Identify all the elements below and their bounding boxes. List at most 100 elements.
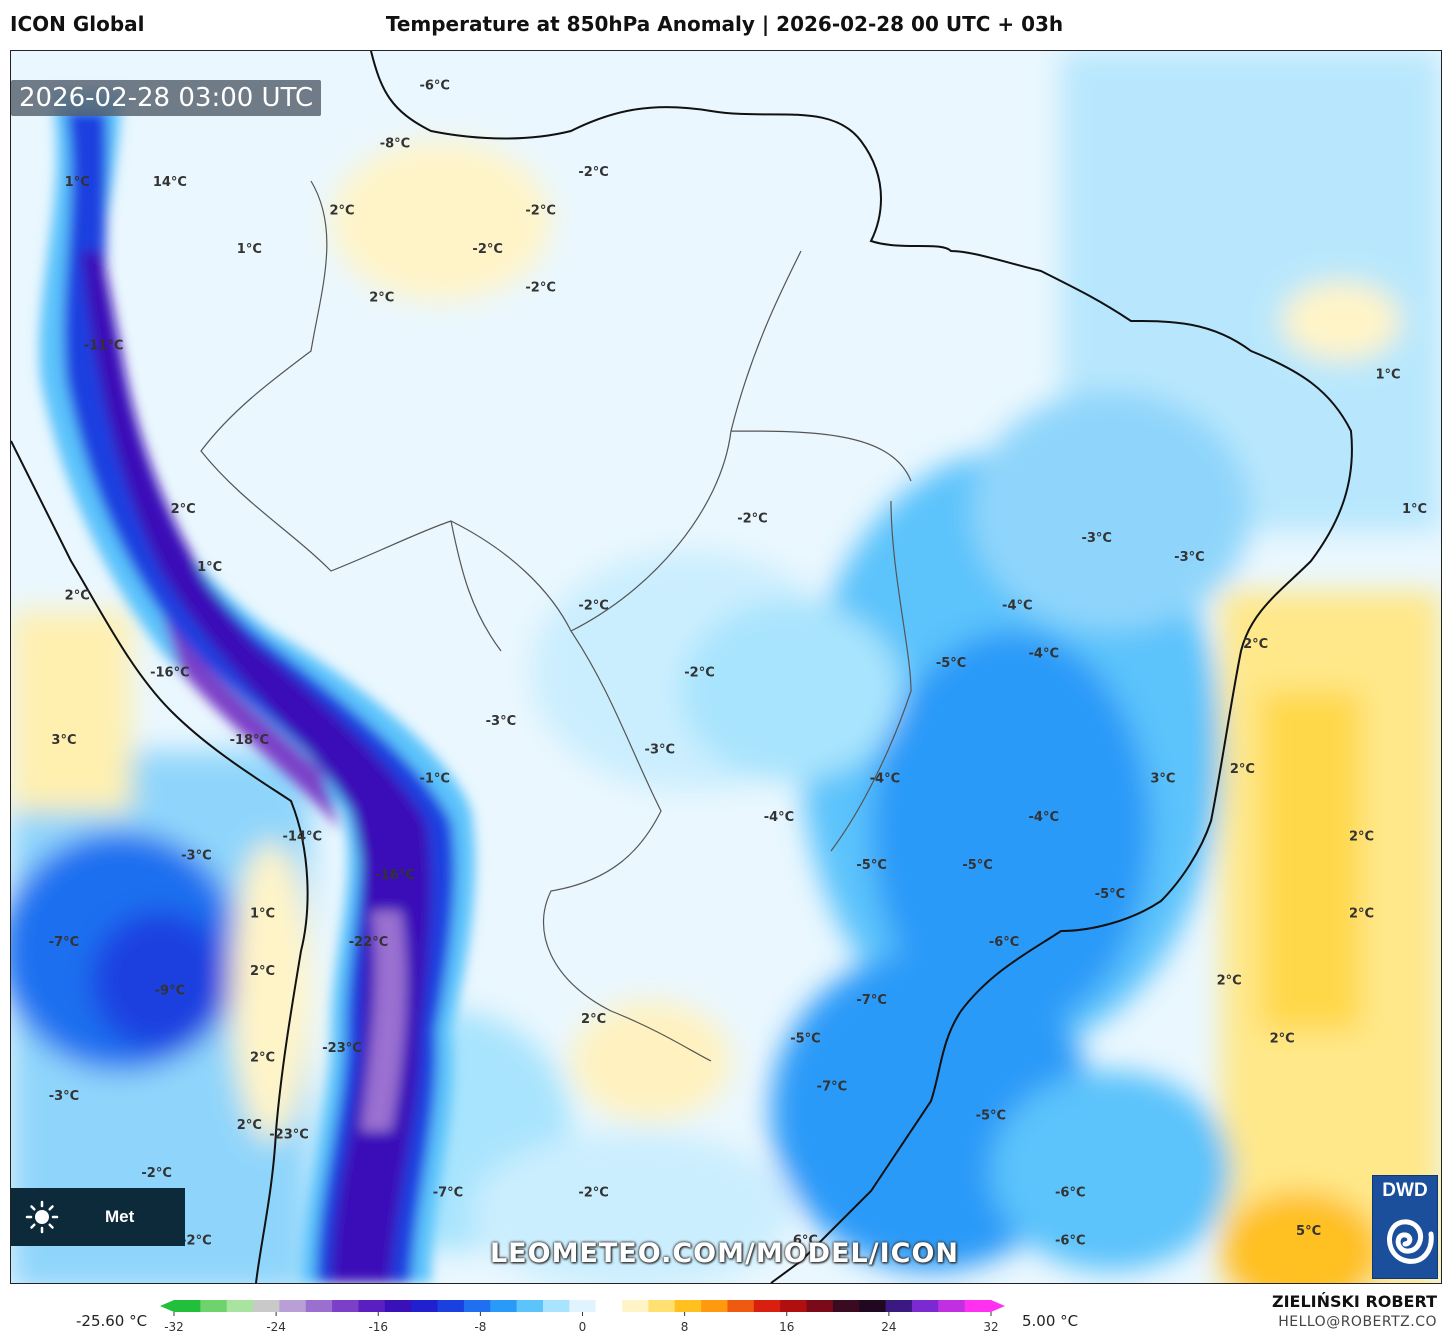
anomaly-label: 3°C xyxy=(1150,772,1175,787)
map-title: Temperature at 850hPa Anomaly | 2026-02-… xyxy=(385,12,1064,36)
anomaly-label: -2°C xyxy=(684,666,714,681)
anomaly-label: 2°C xyxy=(171,502,196,517)
leometeo-logo-text: Met xyxy=(105,1207,135,1226)
colorbar-segment xyxy=(463,1300,491,1312)
anomaly-label: 2°C xyxy=(1349,829,1374,844)
map-canvas[interactable]: -6°C -8°C 1°C 14°C 2°C 1°C -2°C -2°C -2°C 2°C -2°C… xyxy=(10,50,1442,1284)
colorbar-tick-label: 16 xyxy=(779,1320,794,1334)
coastline xyxy=(11,51,1353,1283)
colorbar-segment xyxy=(516,1300,544,1312)
colorbar-segment xyxy=(648,1300,676,1312)
anomaly-field xyxy=(11,51,1441,1283)
spiral-icon xyxy=(1387,1219,1434,1264)
colorbar-segment xyxy=(226,1300,254,1312)
anomaly-label: -18°C xyxy=(230,733,270,748)
colorbar-segment xyxy=(938,1300,966,1312)
anomaly-label: -5°C xyxy=(856,858,886,873)
anomaly-label: -3°C xyxy=(645,743,675,758)
anomaly-label: -4°C xyxy=(764,810,794,825)
anomaly-label: -16°C xyxy=(150,666,190,681)
anomaly-label: 1°C xyxy=(65,175,90,190)
colorbar-tick-label: 32 xyxy=(983,1320,998,1334)
colorbar-segment xyxy=(200,1300,228,1312)
colorbar-tick-label: -32 xyxy=(164,1320,184,1334)
colorbar-max-arrow xyxy=(991,1300,1005,1312)
colorbar-segment xyxy=(411,1300,439,1312)
map-svg: -6°C -8°C 1°C 14°C 2°C 1°C -2°C -2°C -2°C 2°C -2°C… xyxy=(11,51,1441,1283)
colorbar-segment xyxy=(859,1300,887,1312)
anomaly-label: -2°C xyxy=(141,1166,171,1181)
anomaly-label: -5°C xyxy=(962,858,992,873)
colorbar-segment xyxy=(542,1300,570,1312)
colorbar-segment xyxy=(885,1300,913,1312)
anomaly-label: -2°C xyxy=(737,512,767,527)
anomaly-label: -7°C xyxy=(49,935,79,950)
dwd-logo-text: DWD xyxy=(1382,1180,1428,1201)
colorbar: -32 -24 -16 -8 0 8 16 24 32 xyxy=(160,1300,1005,1334)
anomaly-label: 14°C xyxy=(153,175,187,190)
colorbar-segment xyxy=(595,1300,623,1312)
author-email[interactable]: HELLO@ROBERTZ.CO xyxy=(1278,1314,1437,1330)
timestamp-badge: 2026-02-28 03:00 UTC xyxy=(11,80,322,116)
anomaly-label: 1°C xyxy=(1402,502,1427,517)
anomaly-label: -3°C xyxy=(1174,550,1204,565)
anomaly-label: -5°C xyxy=(976,1108,1006,1123)
anomaly-label: -2°C xyxy=(578,165,608,180)
anomaly-label: -9°C xyxy=(155,983,185,998)
watermark: LEOMETEO.COM/MODEL/ICON xyxy=(489,1238,960,1269)
dwd-logo: DWD xyxy=(1372,1175,1438,1279)
legend-min-label: -25.60 °C xyxy=(76,1312,148,1330)
anomaly-label: -5°C xyxy=(936,656,966,671)
anomaly-label: 1°C xyxy=(197,560,222,575)
colorbar-segment xyxy=(780,1300,808,1312)
anomaly-label: -7°C xyxy=(856,993,886,1008)
anomaly-label: 2°C xyxy=(250,964,275,979)
anomaly-label: -2°C xyxy=(578,598,608,613)
colorbar-segment xyxy=(622,1300,649,1312)
colorbar-segment xyxy=(253,1300,280,1312)
anomaly-label: 2°C xyxy=(1217,974,1242,989)
anomaly-label: -7°C xyxy=(817,1080,847,1095)
colorbar-segment xyxy=(332,1300,359,1312)
anomaly-label: -4°C xyxy=(1029,810,1059,825)
colorbar-segment xyxy=(674,1300,702,1312)
colorbar-segment xyxy=(806,1300,834,1312)
anomaly-label: -8°C xyxy=(380,136,410,151)
model-name: ICON Global xyxy=(10,12,145,36)
anomaly-label: -1°C xyxy=(419,772,449,787)
anomaly-label: 2°C xyxy=(1230,762,1255,777)
colorbar-tick-label: -16 xyxy=(368,1320,388,1334)
colorbar-segment xyxy=(832,1300,860,1312)
anomaly-label: -3°C xyxy=(1081,531,1111,546)
anomaly-label: -23°C xyxy=(269,1128,309,1143)
country-borders xyxy=(200,180,912,1062)
anomaly-label: -14°C xyxy=(283,829,323,844)
anomaly-label: -2°C xyxy=(525,204,555,219)
colorbar-segment xyxy=(753,1300,781,1312)
anomaly-label: -23°C xyxy=(322,1041,362,1056)
anomaly-label: 2°C xyxy=(581,1012,606,1027)
anomaly-label: 1°C xyxy=(250,906,275,921)
anomaly-label: -2°C xyxy=(472,242,502,257)
anomaly-label: -5°C xyxy=(790,1031,820,1046)
anomaly-label: 1°C xyxy=(237,242,262,257)
colorbar-min-arrow xyxy=(160,1300,174,1312)
colorbar-tick-label: 8 xyxy=(681,1320,689,1334)
sun-icon xyxy=(25,1200,59,1234)
anomaly-label: -5°C xyxy=(1095,887,1125,902)
colorbar-segment xyxy=(384,1300,412,1312)
colorbar-segment xyxy=(279,1300,307,1312)
anomaly-label: -2°C xyxy=(578,1185,608,1200)
colorbar-segment xyxy=(727,1300,755,1312)
colorbar-tick-label: -8 xyxy=(474,1320,486,1334)
colorbar-segment xyxy=(911,1300,939,1312)
leometeo-logo: Met xyxy=(11,1188,185,1246)
colorbar-segment xyxy=(569,1300,597,1312)
anomaly-label: 2°C xyxy=(1270,1031,1295,1046)
anomaly-label: 2°C xyxy=(369,290,394,305)
legend-max-label: 5.00 °C xyxy=(1022,1312,1079,1330)
colorbar-segment xyxy=(490,1300,518,1312)
colorbar-tick-label: 24 xyxy=(881,1320,896,1334)
colorbar-tick-label: 0 xyxy=(579,1320,587,1334)
anomaly-label: -6°C xyxy=(1055,1185,1085,1200)
